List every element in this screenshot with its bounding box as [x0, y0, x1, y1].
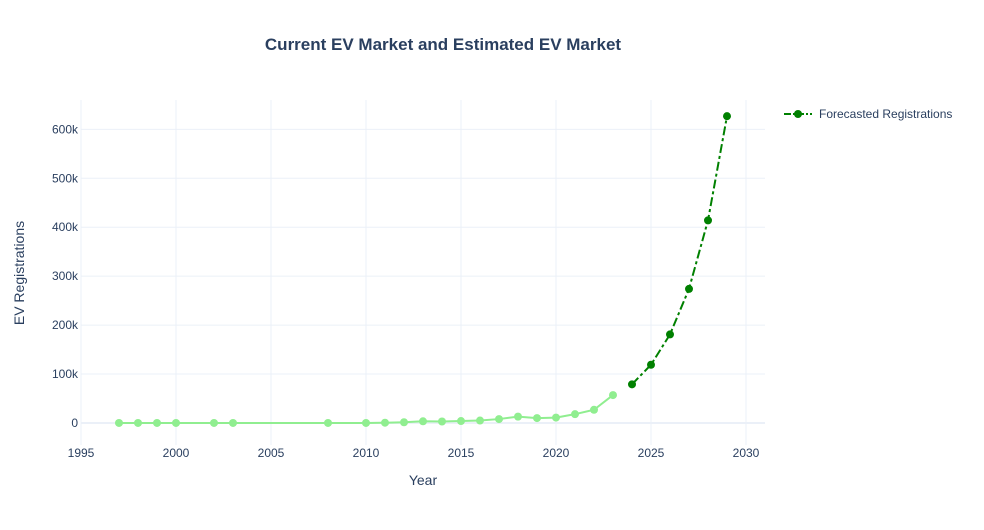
historical-point[interactable] [115, 418, 123, 427]
x-tick-label: 2025 [638, 446, 665, 460]
historical-point[interactable] [476, 416, 484, 425]
historical-point[interactable] [457, 417, 465, 426]
y-axis-title: EV Registrations [11, 221, 27, 325]
historical-point[interactable] [438, 417, 446, 426]
historical-point[interactable] [362, 418, 370, 427]
historical-point[interactable] [495, 415, 503, 424]
legend-marker [794, 110, 802, 118]
historical-point[interactable] [210, 418, 218, 427]
historical-point[interactable] [514, 412, 522, 421]
y-tick-label: 500k [52, 171, 79, 185]
historical-point[interactable] [571, 410, 579, 419]
y-tick-label: 200k [52, 318, 79, 332]
chart-title: Current EV Market and Estimated EV Marke… [265, 35, 622, 54]
grid [80, 100, 765, 445]
historical-point[interactable] [419, 417, 427, 426]
forecast-point[interactable] [647, 360, 655, 369]
legend-label-forecast: Forecasted Registrations [819, 107, 952, 121]
axes: 1995 2000 2005 2010 2015 2020 2025 2030 0 100k 200… [52, 122, 760, 460]
forecast-point[interactable] [685, 284, 693, 293]
forecast-point[interactable] [628, 380, 636, 389]
y-tick-label: 300k [52, 269, 79, 283]
historical-point[interactable] [134, 418, 142, 427]
historical-point[interactable] [533, 414, 541, 423]
x-tick-label: 2030 [733, 446, 760, 460]
historical-point[interactable] [229, 418, 237, 427]
forecast-point[interactable] [666, 330, 674, 339]
x-tick-label: 2015 [448, 446, 475, 460]
x-tick-label: 2020 [543, 446, 570, 460]
x-tick-label: 2005 [258, 446, 285, 460]
forecast-line [631, 115, 728, 386]
historical-point[interactable] [609, 391, 617, 400]
historical-point[interactable] [324, 418, 332, 427]
historical-point[interactable] [381, 418, 389, 427]
series-layer [115, 112, 731, 427]
x-tick-label: 2000 [163, 446, 190, 460]
x-tick-label: 1995 [68, 446, 95, 460]
historical-point[interactable] [552, 413, 560, 422]
y-tick-label: 0 [71, 416, 78, 430]
forecast-point[interactable] [704, 216, 712, 225]
y-tick-label: 400k [52, 220, 79, 234]
y-tick-label: 100k [52, 367, 79, 381]
historical-point[interactable] [153, 418, 161, 427]
historical-point[interactable] [172, 418, 180, 427]
x-tick-label: 2010 [353, 446, 380, 460]
x-axis-title: Year [409, 472, 438, 488]
historical-point[interactable] [590, 405, 598, 414]
historical-point[interactable] [400, 418, 408, 427]
y-tick-label: 600k [52, 122, 79, 136]
forecast-point[interactable] [723, 112, 731, 121]
legend[interactable]: Forecasted Registrations [784, 107, 952, 121]
